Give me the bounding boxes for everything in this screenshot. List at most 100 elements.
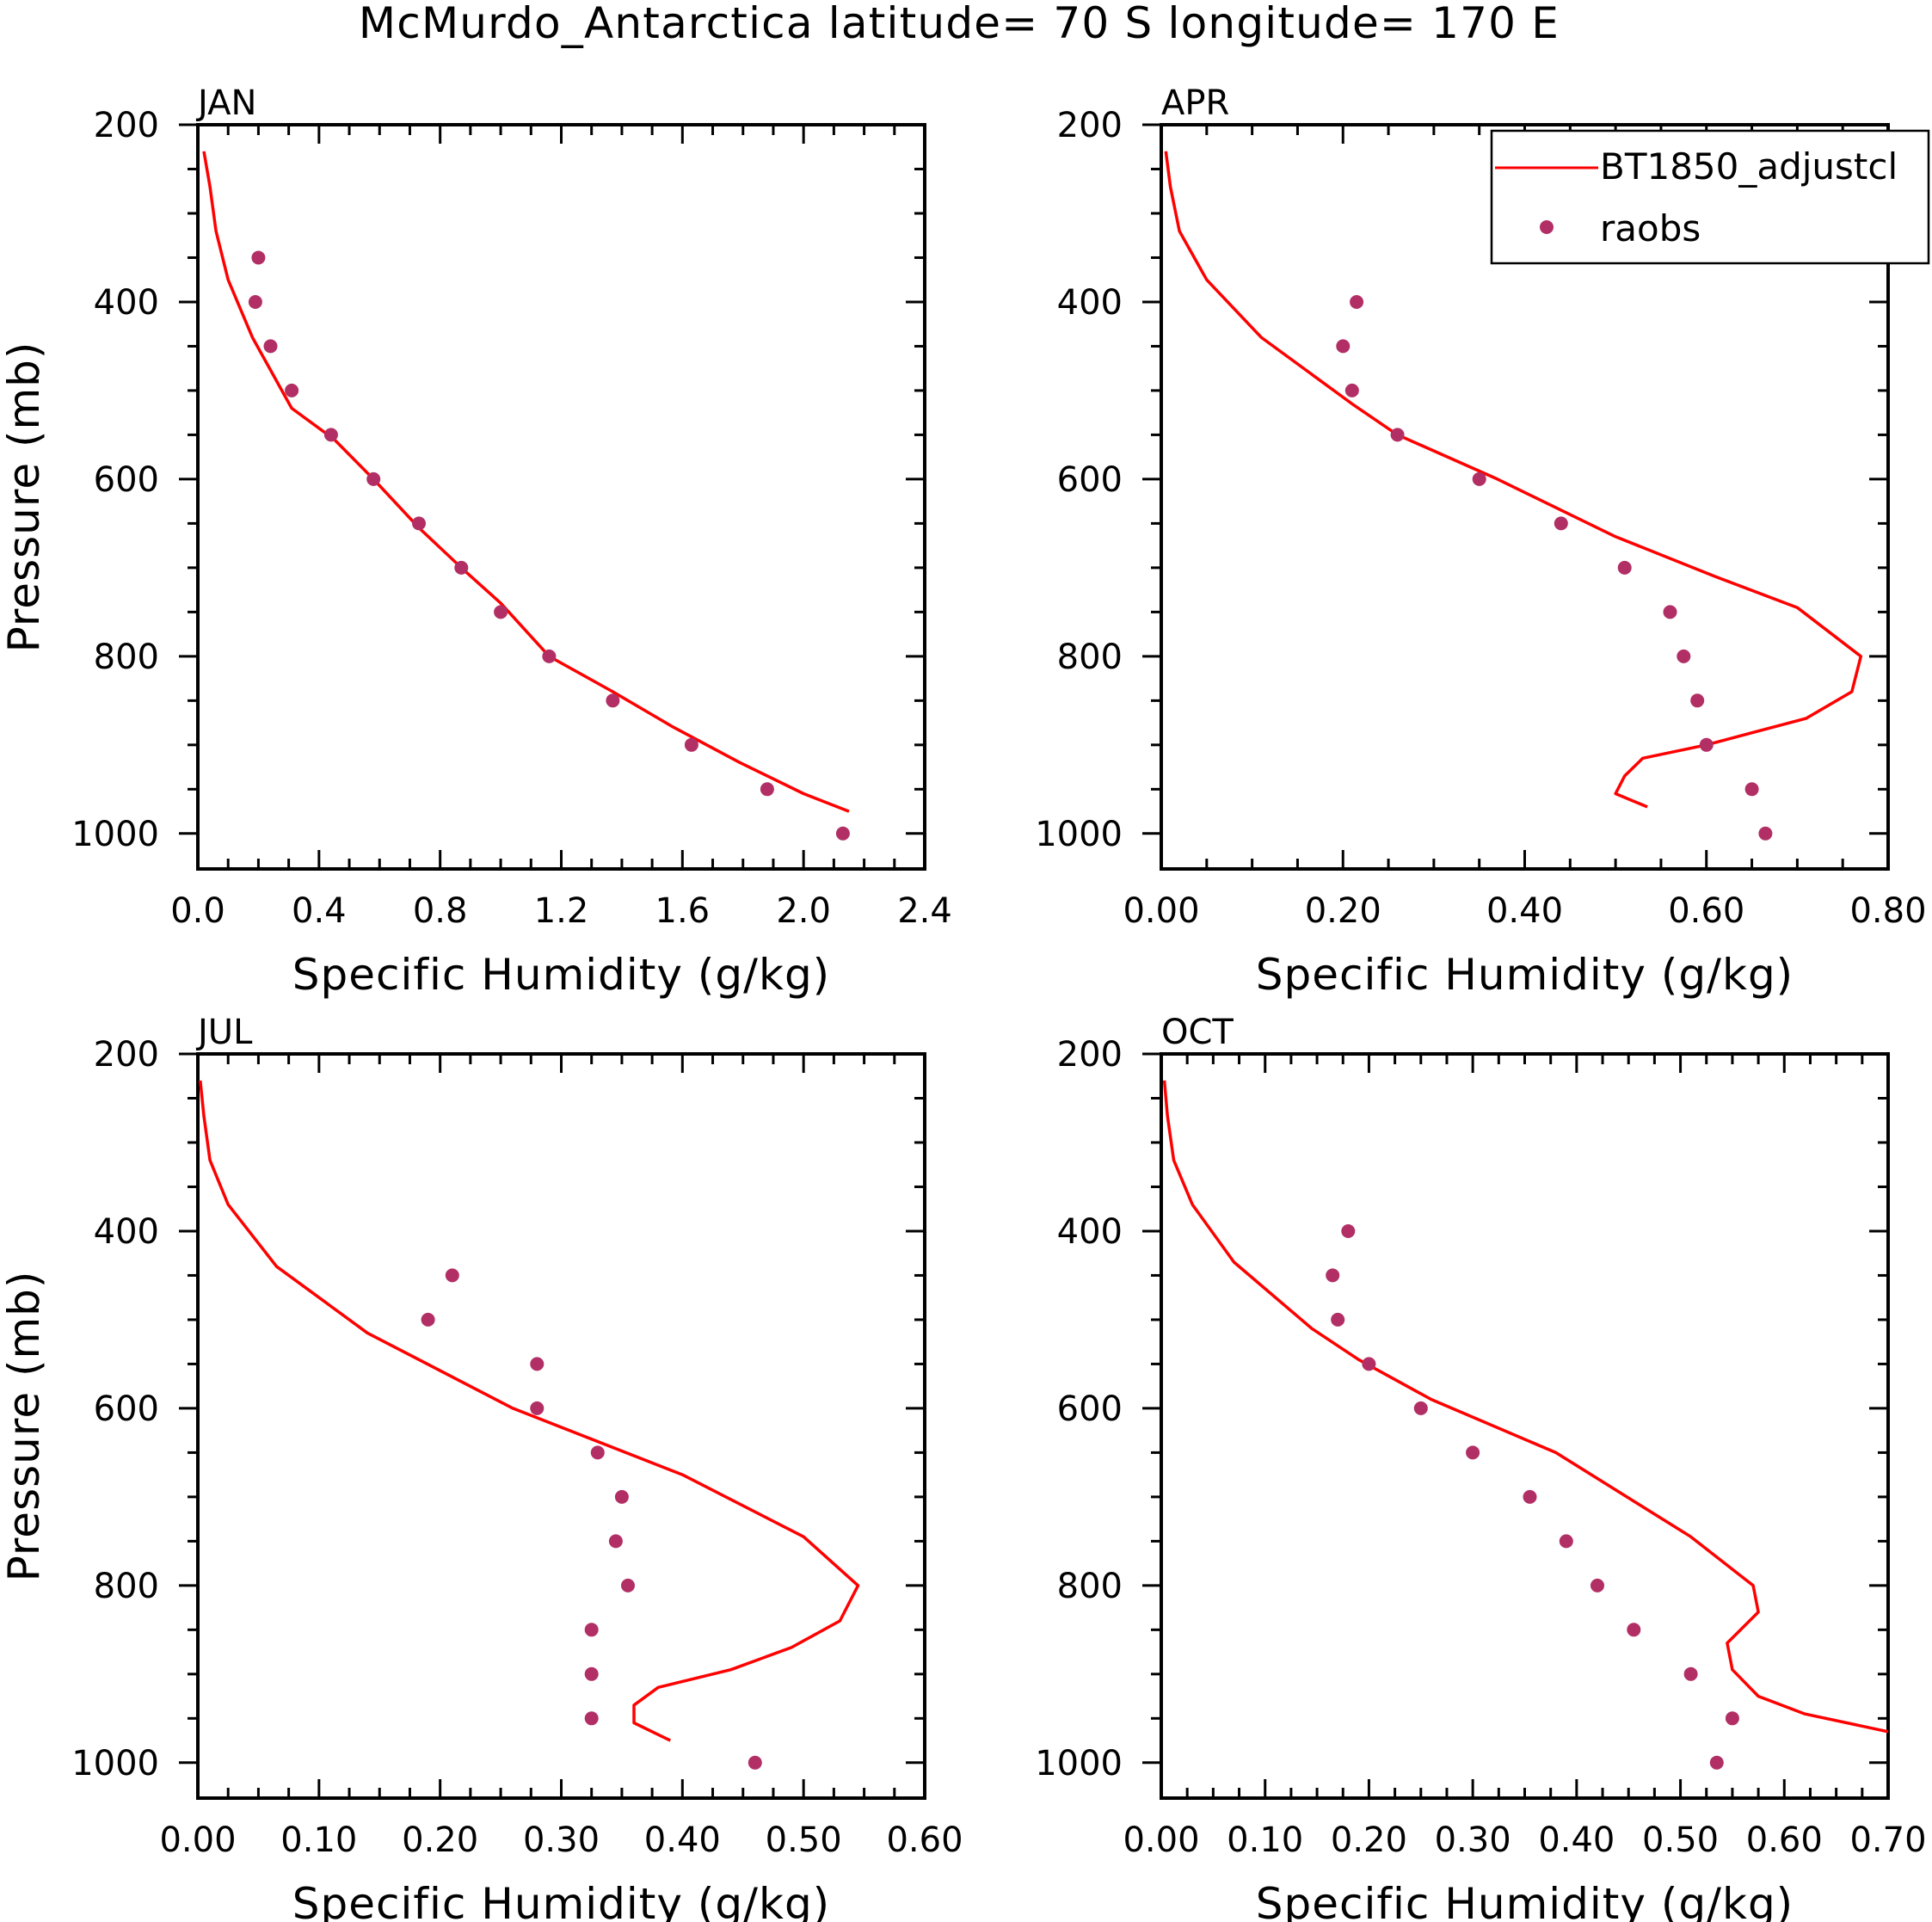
obs-point-oct [1559,1534,1573,1549]
x-tick-label-jul: 0.10 [280,1820,357,1860]
x-tick-label-jul: 0.30 [523,1820,600,1860]
x-tick-label-oct: 0.20 [1331,1820,1407,1860]
obs-point-jul [584,1711,599,1726]
y-tick-label-oct: 1000 [1035,1744,1123,1783]
obs-point-apr [1336,339,1351,354]
y-tick-label-jan: 600 [94,460,159,500]
y-tick-label-oct: 200 [1057,1035,1123,1075]
y-tick-label-oct: 800 [1057,1567,1123,1606]
x-tick-label-apr: 0.20 [1305,891,1381,931]
obs-point-jan [263,339,278,354]
y-tick-label-apr: 600 [1057,460,1123,500]
legend-obs-marker [1540,220,1554,234]
obs-point-jul [584,1623,599,1637]
x-tick-label-jul: 0.50 [766,1820,842,1860]
obs-point-apr [1677,649,1691,663]
y-tick-label-oct: 600 [1057,1389,1123,1429]
obs-point-apr [1472,471,1486,486]
x-tick-label-jan: 2.0 [776,891,831,931]
obs-point-jan [412,516,426,531]
obs-point-oct [1331,1312,1345,1327]
obs-point-jul [621,1578,635,1592]
x-tick-label-oct: 0.70 [1849,1820,1926,1860]
obs-point-jan [494,605,508,619]
x-tick-label-jan: 2.4 [897,891,952,931]
obs-point-apr [1390,428,1405,442]
obs-point-oct [1709,1755,1724,1770]
x-tick-label-apr: 0.40 [1486,891,1563,931]
obs-point-jul [445,1268,459,1283]
x-tick-label-jul: 0.60 [886,1820,963,1860]
obs-point-apr [1758,826,1773,841]
obs-point-jan [251,250,266,265]
x-tick-label-jan: 1.6 [655,891,711,931]
obs-point-jan [542,649,557,663]
model-line-jul [199,1080,860,1742]
obs-point-apr [1744,782,1759,797]
obs-point-jan [606,693,620,708]
obs-point-jul [748,1755,762,1770]
model-line-oct [1162,1080,1889,1734]
legend-box [1490,129,1930,265]
obs-point-jan [454,560,469,575]
x-tick-label-oct: 0.40 [1538,1820,1615,1860]
obs-point-oct [1341,1224,1356,1238]
panels: JAN 0.0 0.4 0.8 1.2 1.6 2.0 2.4 200 400 600 800 1000… [0,83,1927,1922]
x-axis-label-jan: Specific Humidity (g/kg) [292,950,830,1000]
obs-point-jul [530,1401,545,1415]
obs-point-oct [1627,1623,1641,1637]
x-tick-label-apr: 0.00 [1123,891,1199,931]
y-tick-label-apr: 800 [1057,638,1123,677]
axes-box-oct [1160,1052,1890,1800]
y-tick-label-apr: 400 [1057,283,1123,323]
model-line-jan [202,151,850,813]
obs-point-jan [684,737,698,752]
y-tick-label-apr: 200 [1057,106,1123,145]
y-tick-label-jul: 400 [94,1212,159,1252]
obs-point-oct [1362,1357,1376,1371]
y-tick-label-jan: 400 [94,283,159,323]
obs-point-apr [1554,516,1568,531]
y-tick-label-jul: 600 [94,1389,159,1429]
panel-label-apr: APR [1161,83,1229,123]
obs-point-apr [1617,560,1632,575]
obs-point-apr [1344,383,1359,397]
panel-jul: JUL 0.00 0.10 0.20 0.30 0.40 0.50 0.60 200 400 600… [0,1013,963,1922]
y-axis-label-jul: Pressure (mb) [0,1271,49,1582]
y-tick-label-jul: 1000 [71,1744,159,1783]
x-tick-label-jan: 1.2 [534,891,589,931]
obs-point-oct [1683,1666,1698,1681]
panel-label-jan: JAN [195,83,256,123]
obs-point-oct [1591,1578,1604,1592]
y-tick-label-jul: 800 [94,1567,159,1606]
obs-point-jan [760,782,774,797]
x-tick-label-oct: 0.30 [1435,1820,1511,1860]
x-tick-label-oct: 0.60 [1746,1820,1823,1860]
legend-obs-label: raobs [1600,207,1701,249]
obs-point-jan [285,383,299,397]
obs-point-jul [584,1666,599,1681]
axes-box-jan [196,123,926,871]
x-tick-label-jul: 0.40 [644,1820,721,1860]
x-tick-label-jan: 0.0 [170,891,225,931]
x-tick-label-jul: 0.20 [402,1820,478,1860]
obs-point-oct [1326,1268,1340,1283]
obs-point-oct [1725,1711,1739,1726]
obs-point-jan [835,826,850,841]
obs-point-apr [1350,295,1364,309]
obs-point-jul [421,1312,435,1327]
obs-point-jul [590,1445,605,1460]
obs-point-oct [1466,1445,1480,1460]
y-tick-label-jan: 800 [94,638,159,677]
x-tick-label-jul: 0.00 [159,1820,236,1860]
obs-point-jul [614,1489,629,1504]
y-tick-label-apr: 1000 [1035,815,1123,854]
obs-point-jan [366,471,381,486]
obs-point-jul [530,1357,545,1371]
y-tick-label-jan: 200 [94,106,159,145]
x-tick-label-apr: 0.80 [1849,891,1926,931]
obs-point-apr [1699,737,1714,752]
obs-point-apr [1663,605,1677,619]
panel-label-oct: OCT [1161,1013,1234,1052]
